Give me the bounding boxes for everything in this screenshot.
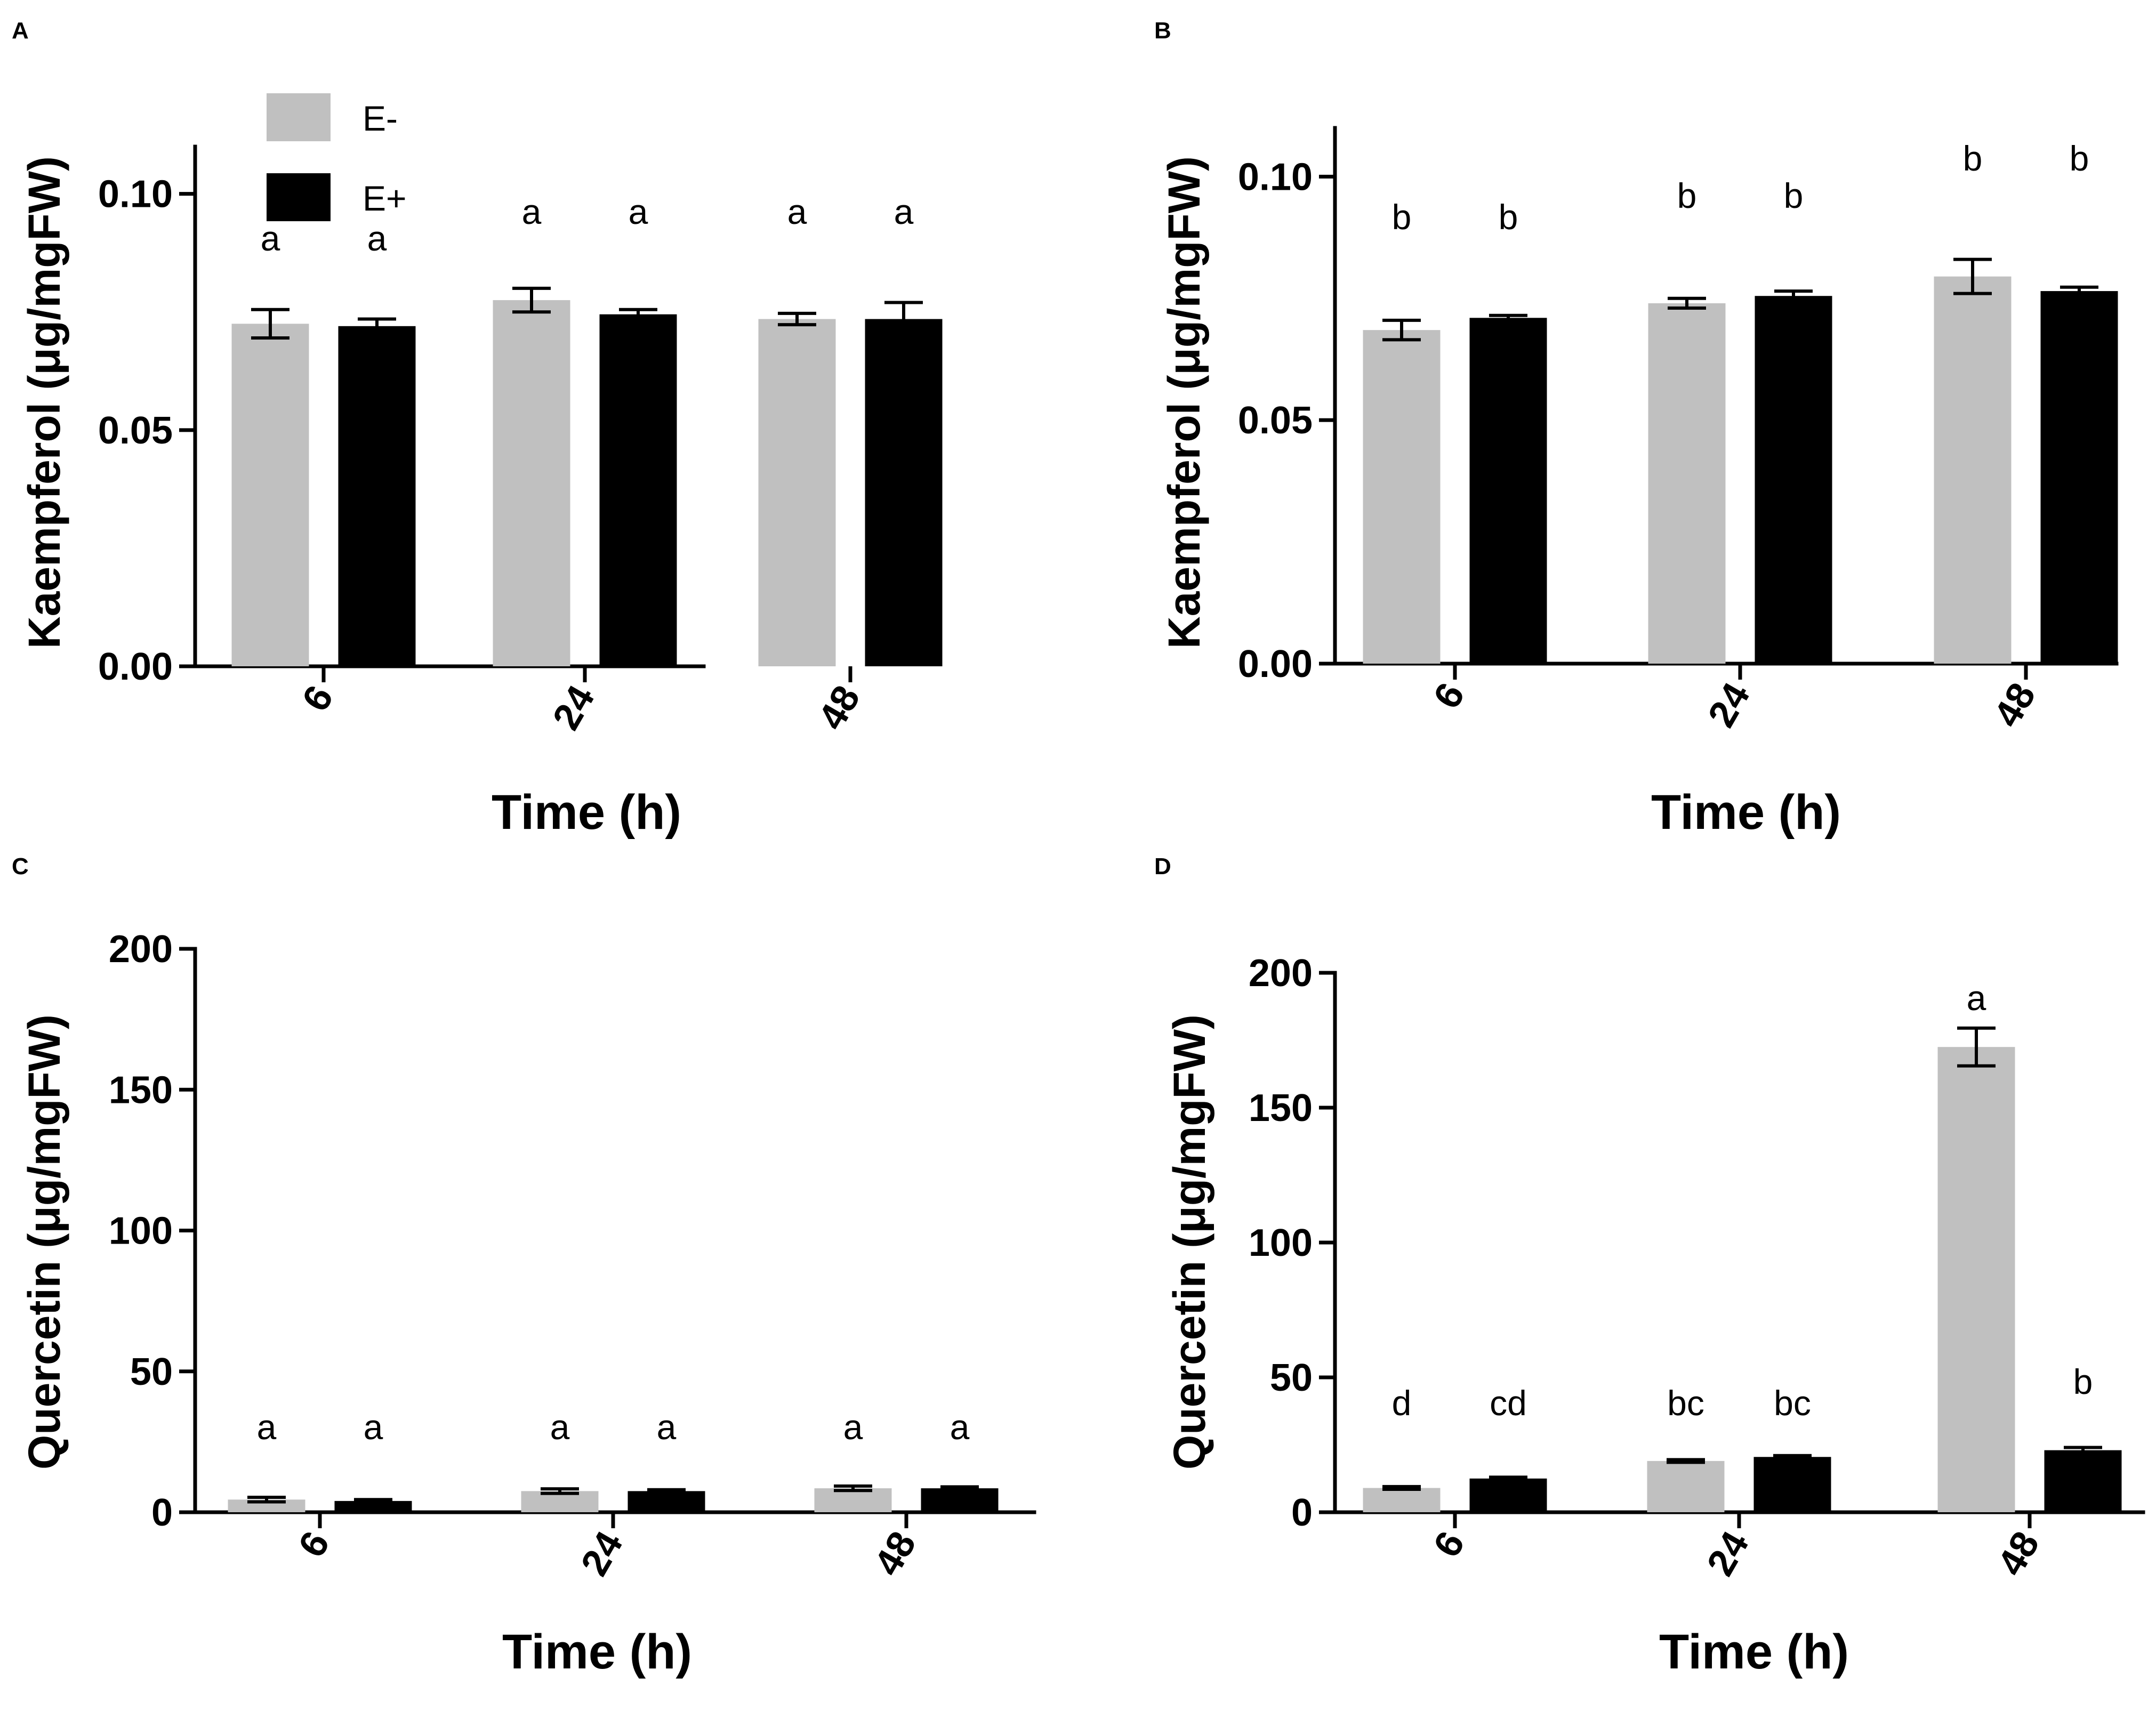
- y-tick-label: 0.00: [98, 646, 173, 688]
- y-tick-label: 100: [1249, 1222, 1313, 1264]
- y-axis-title: Quercetin (μg/mgFW): [1164, 1014, 1214, 1470]
- significance-letter: d: [1392, 1383, 1412, 1423]
- y-tick-label: 100: [109, 1210, 173, 1253]
- bar-e-minus-6h: [228, 1499, 305, 1512]
- y-axis-title: Kaempferol (μg/mgFW): [19, 156, 69, 649]
- y-axis-title: Kaempferol (μg/mgFW): [1159, 156, 1209, 649]
- significance-letter: b: [1677, 176, 1697, 215]
- chart-panel-d: D 0 50 100 150 200 Quercetin (μg/mgFW) Time (h)…: [1154, 853, 2145, 1679]
- y-tick-label: 0.10: [1238, 156, 1313, 198]
- y-tick-label: 50: [130, 1351, 173, 1393]
- significance-letter: b: [1392, 197, 1412, 237]
- y-tick-label: 0: [1291, 1491, 1313, 1534]
- significance-letter: b: [1499, 197, 1518, 237]
- significance-letter: b: [1963, 139, 1983, 178]
- x-tick-label: 48: [810, 679, 868, 737]
- panel-letter: A: [12, 18, 29, 44]
- x-tick-label: 6: [294, 679, 342, 719]
- bar-e-minus-24h: [1648, 303, 1726, 664]
- bar-e-plus-24h: [1755, 296, 1832, 664]
- y-tick-label: 50: [1270, 1357, 1313, 1399]
- x-tick-label: 6: [291, 1525, 338, 1564]
- significance-letter: a: [367, 219, 387, 258]
- legend-swatch-e-plus: [267, 173, 331, 221]
- bar-e-plus-6h: [338, 326, 416, 666]
- x-tick-label: 48: [1986, 676, 2044, 734]
- x-axis-title: Time (h): [1659, 1625, 1849, 1679]
- x-tick-label: 24: [545, 679, 603, 737]
- bar-e-plus-24h: [599, 314, 677, 666]
- bar-e-plus-6h: [1469, 1478, 1547, 1512]
- x-tick-label: 24: [1699, 1525, 1757, 1583]
- significance-letter: a: [257, 1407, 277, 1447]
- significance-letter: a: [1967, 978, 1986, 1018]
- x-tick-label: 48: [1990, 1525, 2048, 1583]
- bar-e-minus-48h: [1934, 276, 2012, 664]
- x-tick-label: 24: [573, 1525, 631, 1583]
- bar-e-minus-48h: [814, 1488, 892, 1512]
- bar-e-plus-24h: [1753, 1457, 1831, 1512]
- legend-label: E-: [363, 99, 398, 138]
- bar-e-plus-48h: [2040, 291, 2118, 664]
- y-tick-label: 0.10: [98, 173, 173, 216]
- significance-letter: a: [657, 1407, 677, 1447]
- significance-letter: a: [550, 1407, 570, 1447]
- x-tick-label: 6: [1426, 1525, 1473, 1564]
- chart-panel-b: B 0.00 0.05 0.10 Kaempferol (μg/mgFW) Time (h…: [1154, 18, 2119, 840]
- significance-letter: a: [629, 192, 648, 231]
- bar-e-minus-48h: [758, 319, 836, 666]
- bar-e-plus-48h: [921, 1488, 999, 1512]
- y-tick-label: 200: [109, 928, 173, 971]
- significance-letter: bc: [1667, 1383, 1704, 1423]
- bar-e-plus-6h: [1469, 318, 1547, 664]
- significance-letter: b: [2070, 139, 2089, 178]
- significance-letter: a: [843, 1407, 863, 1447]
- bar-e-plus-6h: [334, 1501, 412, 1512]
- x-axis-title: Time (h): [1651, 785, 1841, 840]
- bar-e-plus-48h: [865, 319, 943, 666]
- legend-label: E+: [363, 179, 407, 218]
- y-tick-label: 150: [1249, 1087, 1313, 1130]
- significance-letter: a: [261, 219, 280, 258]
- significance-letter: a: [787, 192, 807, 231]
- bar-e-minus-6h: [231, 324, 309, 666]
- panel-letter: B: [1154, 18, 1171, 44]
- y-tick-label: 150: [109, 1069, 173, 1111]
- bar-e-minus-6h: [1363, 330, 1441, 664]
- bar-e-plus-48h: [2044, 1450, 2122, 1512]
- chart-panel-a: A 0.00 0.05 0.10 Kaempferol (μg/mgFW) Time (h…: [12, 18, 943, 840]
- significance-letter: b: [2073, 1362, 2093, 1401]
- bar-e-minus-6h: [1363, 1488, 1441, 1512]
- x-tick-label: 24: [1700, 676, 1758, 734]
- y-tick-label: 200: [1249, 952, 1313, 995]
- y-axis-title: Quercetin (μg/mgFW): [19, 1014, 69, 1470]
- y-tick-label: 0.05: [1238, 399, 1313, 442]
- significance-letter: bc: [1774, 1383, 1811, 1423]
- y-tick-label: 0.05: [98, 409, 173, 452]
- bar-e-minus-48h: [1937, 1047, 2015, 1512]
- x-tick-label: 6: [1426, 676, 1473, 716]
- significance-letter: b: [1784, 176, 1804, 215]
- significance-letter: cd: [1490, 1383, 1527, 1423]
- y-tick-label: 0.00: [1238, 643, 1313, 685]
- bar-e-minus-24h: [1647, 1461, 1725, 1512]
- panel-letter: D: [1154, 853, 1171, 880]
- significance-letter: a: [894, 192, 914, 231]
- x-tick-label: 48: [866, 1525, 924, 1583]
- x-axis-title: Time (h): [502, 1625, 692, 1679]
- x-axis-title: Time (h): [492, 785, 681, 840]
- legend-swatch-e-minus: [267, 93, 331, 141]
- significance-letter: a: [364, 1407, 383, 1447]
- significance-letter: a: [950, 1407, 970, 1447]
- bar-e-plus-24h: [628, 1491, 705, 1512]
- y-tick-label: 0: [151, 1491, 173, 1534]
- bar-e-minus-24h: [493, 300, 570, 666]
- panel-letter: C: [12, 853, 29, 880]
- chart-panel-c: C 0 50 100 150 200 Quercetin (μg/mgFW) Time (h)…: [12, 853, 1036, 1679]
- legend: E- E+: [267, 93, 407, 221]
- significance-letter: a: [522, 192, 542, 231]
